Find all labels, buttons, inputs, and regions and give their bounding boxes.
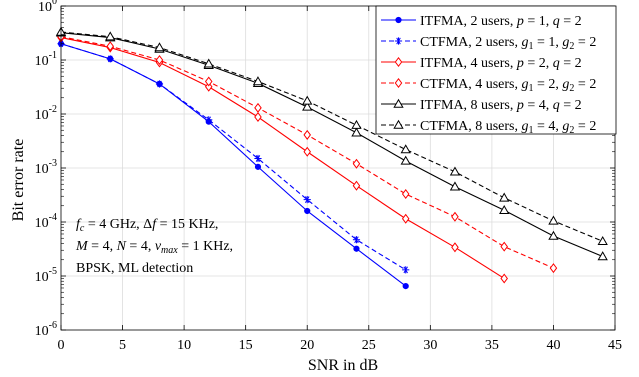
- series-2-point: [205, 116, 213, 124]
- legend-entry-5: ITFMA, 8 users, p = 4, q = 2: [420, 98, 582, 113]
- y-tick-label: 10-4: [35, 212, 57, 231]
- y-tick-label: 10-5: [35, 266, 57, 285]
- annotation-line-1: fc = 4 GHz, Δf = 15 KHz,: [76, 217, 218, 234]
- series-5-point: [597, 251, 608, 261]
- series-2-point: [402, 266, 410, 274]
- x-tick-label: 30: [423, 338, 437, 353]
- x-tick-label: 35: [485, 338, 499, 353]
- series-1-point: [304, 207, 311, 215]
- series-4-point: [254, 102, 262, 113]
- series-3-point: [204, 81, 213, 92]
- y-tick-label: 10-3: [35, 158, 57, 177]
- x-tick-label: 5: [119, 338, 126, 353]
- y-tick-label: 100: [38, 0, 57, 15]
- series-2-point: [155, 80, 164, 88]
- series-3-point: [254, 111, 262, 123]
- x-axis-label: SNR in dB: [308, 357, 378, 374]
- series-2-point: [106, 55, 114, 63]
- series-6-point: [548, 215, 559, 225]
- legend-swatch-marker-1: [395, 16, 402, 24]
- series-4-point: [401, 188, 410, 200]
- series-4-point: [500, 241, 508, 252]
- legend-entry-4: CTFMA, 4 users, g1 = 2, g2 = 2: [420, 77, 596, 94]
- series-line-3: [60, 37, 505, 279]
- legend-entry-2: CTFMA, 2 users, g1 = 1, g2 = 2: [420, 35, 596, 52]
- legend-entry-3: ITFMA, 4 users, p = 2, q = 2: [420, 56, 582, 71]
- x-tick-label: 15: [239, 338, 253, 353]
- x-tick-label: 10: [177, 338, 191, 353]
- series-6-point: [154, 42, 165, 52]
- series-layer: [55, 26, 608, 290]
- series-6-point: [105, 31, 116, 41]
- y-tick-label: 10-6: [35, 320, 57, 339]
- series-2-point: [303, 195, 311, 204]
- legend-swatches: [381, 16, 416, 129]
- legend-swatch-marker-6: [393, 119, 404, 129]
- annotation-line-3: BPSK, ML detection: [76, 261, 193, 276]
- series-line-2: [60, 43, 406, 271]
- legend-swatch-marker-3: [394, 56, 403, 68]
- series-3-point: [401, 213, 410, 224]
- series-1-point: [353, 245, 360, 252]
- x-tick-label: 0: [58, 338, 65, 353]
- legend-entry-1: ITFMA, 2 users, p = 1, q = 2: [420, 14, 582, 29]
- legend-box: [375, 5, 617, 135]
- series-6-point: [302, 95, 313, 105]
- x-tick-label: 25: [362, 338, 376, 353]
- series-5-point: [351, 127, 362, 137]
- series-3-point: [352, 180, 361, 191]
- series-5-point: [548, 230, 559, 240]
- series-4-point: [549, 263, 558, 274]
- series-4-point: [106, 41, 115, 52]
- series-1-point: [402, 283, 409, 290]
- series-5-point: [449, 181, 461, 191]
- legend: ITFMA, 2 users, p = 1, q = 2 CTFMA, 2 us…: [375, 5, 617, 136]
- series-5-point: [499, 204, 510, 214]
- series-line-6: [60, 31, 603, 242]
- y-tick-label: 10-1: [35, 50, 57, 69]
- annotation-line-2: M = 4, N = 4, νmax = 1 KHz,: [75, 239, 233, 256]
- legend-entry-6: CTFMA, 8 users, g1 = 4, g2 = 2: [420, 119, 596, 136]
- x-tick-label: 45: [608, 338, 622, 353]
- series-4-point: [352, 158, 361, 169]
- series-6-point: [499, 192, 510, 202]
- series-5-point: [302, 101, 313, 111]
- x-tick-label: 20: [300, 338, 314, 353]
- series-6-point: [252, 76, 264, 86]
- legend-swatch-marker-2: [394, 37, 403, 45]
- y-axis-label: Bit error rate: [10, 139, 27, 222]
- series-4-point: [204, 76, 213, 87]
- tick-layer: 0 5 10 15 20 25 30 35 40 45 100 10-1 10-2 10-3 10-4 10-…: [35, 0, 622, 353]
- series-1-point: [254, 163, 262, 170]
- series-3-point: [303, 146, 311, 157]
- series-4-point: [303, 129, 311, 140]
- series-line-5: [60, 32, 603, 257]
- series-2-point: [352, 236, 361, 244]
- y-tick-label: 10-2: [35, 104, 57, 123]
- series-6-point: [351, 119, 362, 129]
- series-6-point: [203, 58, 214, 68]
- annotation: fc = 4 GHz, Δf = 15 KHz, M = 4, N = 4, ν…: [75, 217, 233, 276]
- series-4-point: [155, 54, 164, 66]
- series-3-point: [500, 273, 508, 284]
- series-6-point: [449, 166, 461, 176]
- series-2-point: [254, 154, 262, 163]
- series-4-point: [451, 211, 459, 222]
- series-6-point: [400, 144, 411, 154]
- x-tick-label: 40: [546, 338, 560, 353]
- series-3-point: [451, 242, 459, 253]
- series-5-point: [400, 155, 411, 165]
- series-6-point: [597, 235, 608, 245]
- legend-swatch-marker-5: [393, 98, 404, 108]
- legend-swatch-marker-4: [394, 77, 403, 89]
